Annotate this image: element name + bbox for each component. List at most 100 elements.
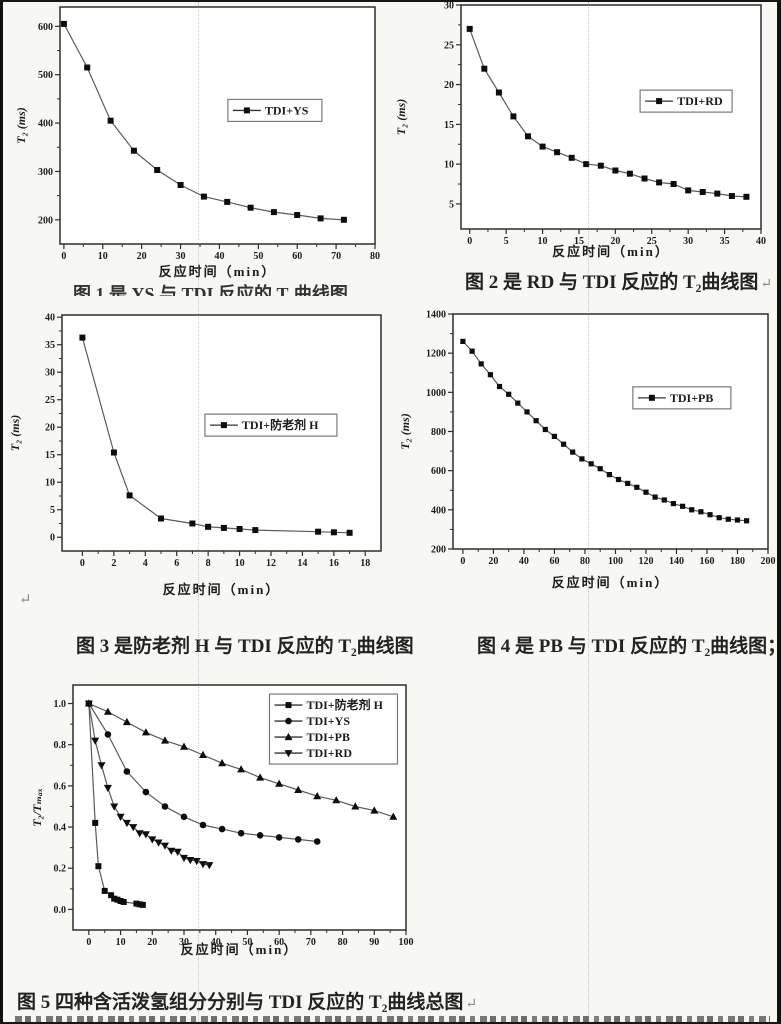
x-axis-label: 反应时间（min） xyxy=(552,575,670,590)
legend-label: TDI+防老剂 H xyxy=(242,417,319,432)
figure4-caption: 图 4 是 PB 与 TDI 反应的 T₂曲线图； xyxy=(477,636,781,658)
legend: TDI+YS xyxy=(227,98,323,123)
svg-text:1000: 1000 xyxy=(426,388,446,399)
svg-text:12: 12 xyxy=(266,558,276,569)
svg-text:15: 15 xyxy=(444,120,454,131)
svg-text:25: 25 xyxy=(647,236,657,247)
legend-label: TDI+PB xyxy=(306,730,350,744)
svg-text:60: 60 xyxy=(292,251,302,262)
svg-text:10: 10 xyxy=(444,160,454,171)
figure3-caption-text: 图 3 是防老剂 H 与 TDI 反应的 T₂曲线图 xyxy=(76,636,414,657)
svg-text:800: 800 xyxy=(431,427,446,438)
svg-text:30: 30 xyxy=(176,251,186,262)
svg-text:30: 30 xyxy=(45,368,55,379)
svg-text:5: 5 xyxy=(449,199,454,210)
svg-text:30: 30 xyxy=(683,236,693,247)
figure2-caption: 图 2 是 RD 与 TDI 反应的 T₂曲线图 ↵ xyxy=(465,272,772,296)
svg-text:20: 20 xyxy=(444,80,454,91)
svg-text:0.8: 0.8 xyxy=(54,740,67,751)
y-axis-label: T₂ (ms) xyxy=(394,99,408,136)
svg-text:20: 20 xyxy=(45,423,55,434)
figure3-caption: 图 3 是防老剂 H 与 TDI 反应的 T₂曲线图 xyxy=(76,636,414,658)
legend-label: TDI+PB xyxy=(670,391,714,405)
figure2-chart: 0 5 10 15 20 25 30 35 40 5 10 15 20 25 30 反应时间（min） T₂ (… xyxy=(393,2,771,264)
x-axis-label: 反应时间（min） xyxy=(181,942,299,957)
svg-text:200: 200 xyxy=(38,215,53,226)
chart-svg: 0 5 10 15 20 25 30 35 40 5 10 15 20 25 30 反应时间（min） T₂ (… xyxy=(394,2,766,259)
svg-text:300: 300 xyxy=(38,167,53,178)
x-axis-label: 反应时间（min） xyxy=(552,244,670,259)
series-TDI+RD xyxy=(84,700,214,870)
svg-text:20: 20 xyxy=(488,556,498,567)
svg-text:100: 100 xyxy=(399,937,414,948)
svg-text:140: 140 xyxy=(669,556,684,567)
svg-text:30: 30 xyxy=(444,2,454,12)
legend-label: TDI+RD xyxy=(677,94,723,108)
svg-text:1400: 1400 xyxy=(426,310,446,321)
chart-svg: 0 20 40 60 80 100 120 140 160 180 200 200 400 600 800 1… xyxy=(398,310,776,591)
svg-text:35: 35 xyxy=(720,236,730,247)
svg-text:0: 0 xyxy=(50,533,55,544)
chart-svg: 0 2 4 6 8 10 12 14 16 18 0 5 10 15 20 25 30 35 40 反应时间（min）… xyxy=(8,313,382,597)
svg-text:180: 180 xyxy=(730,556,745,567)
svg-text:20: 20 xyxy=(137,251,147,262)
figure4-chart: 0 20 40 60 80 100 120 140 160 180 200 200 400 600 800 1… xyxy=(398,307,777,595)
svg-text:200: 200 xyxy=(431,545,446,556)
svg-text:0: 0 xyxy=(86,937,91,948)
svg-text:0: 0 xyxy=(460,556,465,567)
svg-text:14: 14 xyxy=(297,558,307,569)
svg-text:10: 10 xyxy=(116,937,126,948)
cutoff-text-line xyxy=(15,1016,770,1022)
svg-text:200: 200 xyxy=(761,556,776,567)
svg-text:40: 40 xyxy=(756,236,766,247)
series-TDI+防老剂 H xyxy=(79,334,353,536)
figure1-caption-text: 图 1 是 YS 与 TDI 反应的 T₂曲线图 xyxy=(73,284,348,296)
svg-text:15: 15 xyxy=(574,236,584,247)
svg-text:2: 2 xyxy=(111,558,116,569)
y-axis-label: T₂ (ms) xyxy=(8,415,22,452)
svg-text:30: 30 xyxy=(179,937,189,948)
svg-text:400: 400 xyxy=(431,505,446,516)
svg-text:20: 20 xyxy=(610,236,620,247)
figure4-caption-text: 图 4 是 PB 与 TDI 反应的 T₂曲线图； xyxy=(477,636,781,657)
x-axis-label: 反应时间（min） xyxy=(163,582,281,597)
svg-text:120: 120 xyxy=(638,556,653,567)
figure5-caption-text: 图 5 四种含活泼氢组分分别与 TDI 反应的 T₂曲线总图 xyxy=(17,992,464,1013)
chart-svg: 0 10 20 30 40 50 60 70 80 200 300 400 500 600 反应时间（min… xyxy=(14,6,380,279)
svg-text:80: 80 xyxy=(580,556,590,567)
legend: TDI+防老剂 H TDI+YS TDI+PB TDI+RD xyxy=(268,693,399,765)
y-axis-label: T₂ (ms) xyxy=(14,107,28,144)
svg-text:160: 160 xyxy=(699,556,714,567)
series-TDI+RD xyxy=(466,25,750,200)
svg-text:600: 600 xyxy=(38,22,53,33)
svg-text:40: 40 xyxy=(214,251,224,262)
figure2-caption-text: 图 2 是 RD 与 TDI 反应的 T₂曲线图 xyxy=(465,272,759,293)
svg-text:0.2: 0.2 xyxy=(54,864,67,875)
svg-text:10: 10 xyxy=(98,251,108,262)
svg-text:0: 0 xyxy=(80,558,85,569)
legend-label: TDI+YS xyxy=(265,103,309,117)
svg-text:90: 90 xyxy=(369,937,379,948)
legend-label: TDI+RD xyxy=(306,746,352,760)
y-axis-label: T₂ (ms) xyxy=(401,413,412,450)
svg-text:8: 8 xyxy=(206,558,211,569)
svg-text:16: 16 xyxy=(329,558,339,569)
svg-text:35: 35 xyxy=(45,340,55,351)
paragraph-return-mark: ↵ xyxy=(760,277,773,292)
svg-text:0: 0 xyxy=(467,236,472,247)
svg-text:18: 18 xyxy=(360,558,370,569)
svg-text:400: 400 xyxy=(38,119,53,130)
figure1-chart: 0 10 20 30 40 50 60 70 80 200 300 400 500 600 反应时间（min… xyxy=(9,2,401,284)
svg-text:80: 80 xyxy=(338,937,348,948)
svg-text:40: 40 xyxy=(519,556,529,567)
svg-text:80: 80 xyxy=(370,251,380,262)
svg-text:40: 40 xyxy=(211,937,221,948)
figure1-caption: 图 1 是 YS 与 TDI 反应的 T₂曲线图 xyxy=(73,284,383,296)
series-TDI+YS xyxy=(60,20,347,223)
y-axis-label: T₂/Tₘₐₓ xyxy=(33,788,44,827)
svg-text:25: 25 xyxy=(45,395,55,406)
svg-text:4: 4 xyxy=(143,558,148,569)
legend: TDI+防老剂 H xyxy=(204,413,338,437)
svg-text:60: 60 xyxy=(274,937,284,948)
